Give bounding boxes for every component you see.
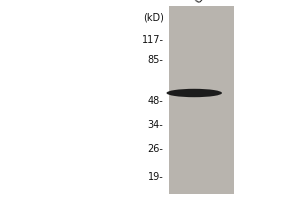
Text: 85-: 85- [148,55,164,65]
Text: 19-: 19- [148,172,164,182]
Ellipse shape [167,89,222,97]
Text: (kD): (kD) [142,13,164,23]
Text: COLO205: COLO205 [192,0,232,5]
Text: 117-: 117- [142,35,164,45]
Text: 34-: 34- [148,120,164,130]
Text: 26-: 26- [148,144,164,154]
Bar [169,6,234,194]
Text: 48-: 48- [148,96,164,106]
